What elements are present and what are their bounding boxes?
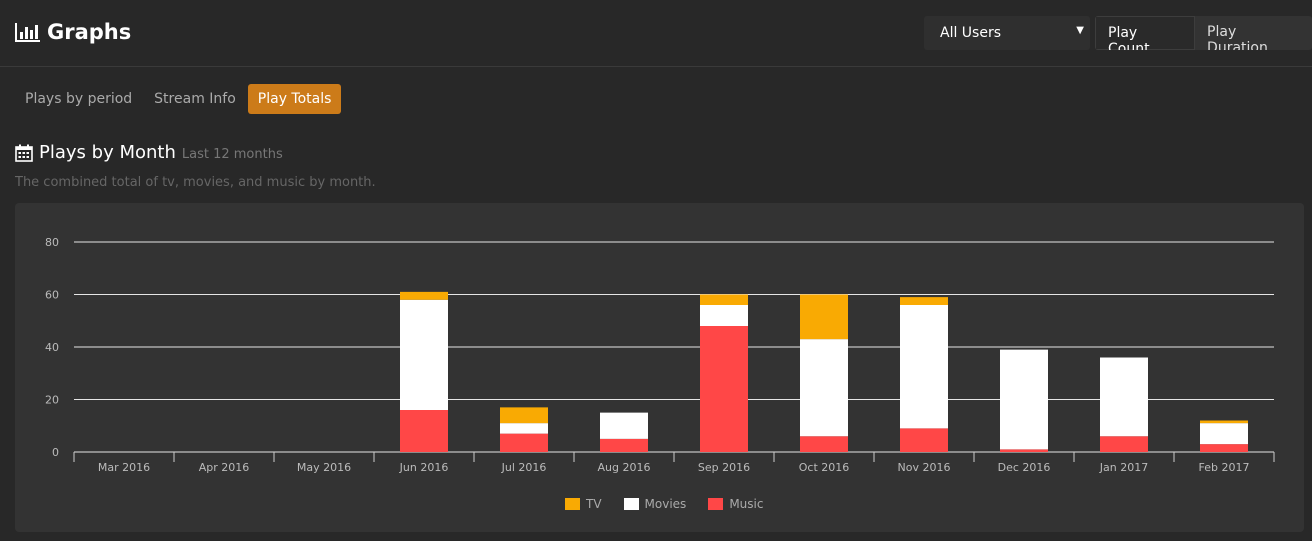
page-header: Graphs All Users ▼ Play Count Play Durat… xyxy=(0,0,1312,67)
caret-down-icon: ▼ xyxy=(1076,25,1084,36)
bar-segment-music[interactable] xyxy=(500,433,548,452)
legend-label: Music xyxy=(729,497,764,511)
chart-panel: 0 20 40 60 80 Mar 2016 Apr 2016 May 2016 Jun 201… xyxy=(15,203,1304,532)
bar-segment-music[interactable] xyxy=(1100,436,1148,452)
x-tick-label: Feb 2017 xyxy=(1199,461,1250,474)
legend-item-tv[interactable]: TV xyxy=(565,497,602,511)
metric-toggle: Play Count Play Duration xyxy=(1095,16,1312,50)
bar-segment-movies[interactable] xyxy=(900,305,948,429)
tab-play-totals[interactable]: Play Totals xyxy=(247,84,342,114)
tv-swatch xyxy=(565,498,580,510)
y-tick-label: 0 xyxy=(52,446,59,459)
bar-segment-music[interactable] xyxy=(900,428,948,452)
x-tick-label: Aug 2016 xyxy=(598,461,651,474)
x-tick-label: Sep 2016 xyxy=(698,461,750,474)
bar-segment-movies[interactable] xyxy=(1200,423,1248,445)
play-count-button[interactable]: Play Count xyxy=(1095,16,1196,50)
bar-segment-tv[interactable] xyxy=(800,294,848,340)
graph-tabs: Plays by period Stream Info Play Totals xyxy=(15,84,342,114)
legend-label: Movies xyxy=(644,497,687,511)
bar-segment-tv[interactable] xyxy=(1200,420,1248,424)
x-tick-label: Jan 2017 xyxy=(1099,461,1148,474)
x-tick-label: May 2016 xyxy=(297,461,351,474)
bar-segment-tv[interactable] xyxy=(700,294,748,306)
bar-segment-music[interactable] xyxy=(800,436,848,452)
tab-plays-by-period[interactable]: Plays by period xyxy=(25,91,133,107)
x-tick-label: Oct 2016 xyxy=(799,461,850,474)
bar-segment-music[interactable] xyxy=(600,438,648,452)
x-tick-label: Mar 2016 xyxy=(98,461,150,474)
x-tick-label: Dec 2016 xyxy=(998,461,1051,474)
movies-swatch xyxy=(623,498,639,510)
section-title: Plays by Month xyxy=(39,142,176,163)
user-select[interactable]: All Users ▼ xyxy=(924,16,1090,50)
bar-chart-icon xyxy=(15,23,40,42)
bar-segment-movies[interactable] xyxy=(1000,349,1048,450)
legend-label: TV xyxy=(586,497,602,511)
bar-segment-music[interactable] xyxy=(400,410,448,452)
chart-legend: TV Movies Music xyxy=(565,497,763,511)
page-title: Graphs xyxy=(15,20,131,44)
x-tick-label: Jul 2016 xyxy=(501,461,547,474)
bar-segment-movies[interactable] xyxy=(500,423,548,434)
y-tick-label: 60 xyxy=(45,289,59,302)
bar-segment-movies[interactable] xyxy=(800,339,848,437)
play-duration-button[interactable]: Play Duration xyxy=(1195,16,1312,50)
legend-item-movies[interactable]: Movies xyxy=(623,497,687,511)
x-tick-label: Jun 2016 xyxy=(399,461,449,474)
y-tick-label: 80 xyxy=(45,236,59,249)
tab-stream-info[interactable]: Stream Info xyxy=(154,91,236,107)
page-title-text: Graphs xyxy=(47,20,132,44)
bar-segment-movies[interactable] xyxy=(700,305,748,326)
bar-segment-music[interactable] xyxy=(700,326,748,452)
calendar-icon xyxy=(15,144,33,162)
bar-segment-tv[interactable] xyxy=(500,407,548,424)
bar-segment-movies[interactable] xyxy=(600,412,648,439)
x-tick-label: Apr 2016 xyxy=(199,461,250,474)
bar-segment-tv[interactable] xyxy=(900,297,948,305)
bar-segment-tv[interactable] xyxy=(400,291,448,300)
x-tick-label: Nov 2016 xyxy=(898,461,951,474)
section-header: Plays by Month Last 12 months xyxy=(15,142,283,163)
bar-segment-movies[interactable] xyxy=(1100,357,1148,437)
y-tick-label: 40 xyxy=(45,341,59,354)
plays-by-month-chart: 0 20 40 60 80 Mar 2016 Apr 2016 May 2016 Jun 201… xyxy=(45,236,1275,474)
y-tick-label: 20 xyxy=(45,394,59,407)
section-description: The combined total of tv, movies, and mu… xyxy=(15,175,376,190)
section-subtitle: Last 12 months xyxy=(181,147,283,162)
bar-segment-music[interactable] xyxy=(1000,449,1048,452)
bar-segment-music[interactable] xyxy=(1200,444,1248,452)
music-swatch xyxy=(708,498,724,510)
legend-item-music[interactable]: Music xyxy=(708,497,763,511)
bar-segment-movies[interactable] xyxy=(400,299,448,410)
user-select-value: All Users xyxy=(940,25,1002,41)
